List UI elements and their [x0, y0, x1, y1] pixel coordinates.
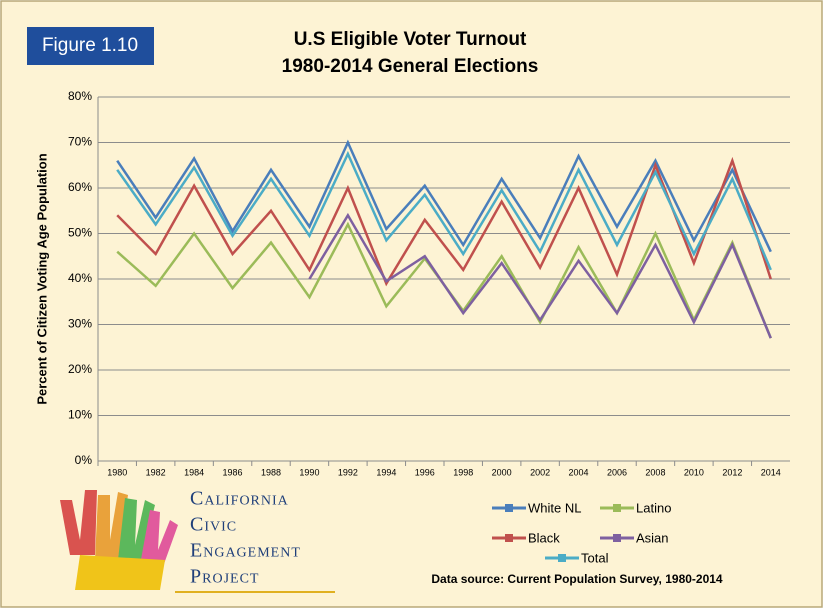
legend-label: White NL — [528, 500, 581, 515]
y-tick-label: 60% — [68, 180, 92, 194]
chart-title: 1980-2014 General Elections — [282, 56, 539, 77]
y-tick-label: 10% — [68, 408, 92, 422]
source-note: Data source: Current Population Survey, … — [431, 572, 723, 586]
logo-text: California — [190, 488, 289, 510]
x-tick-label: 2010 — [684, 467, 704, 477]
y-tick-label: 20% — [68, 362, 92, 376]
legend-marker — [505, 534, 513, 542]
x-tick-label: 1998 — [453, 467, 473, 477]
legend-label: Latino — [636, 500, 671, 515]
y-tick-label: 50% — [68, 226, 92, 240]
x-tick-label: 2008 — [645, 467, 665, 477]
x-tick-label: 1988 — [261, 467, 281, 477]
x-tick-label: 1992 — [338, 467, 358, 477]
page: Figure 1.10 U.S Eligible Voter Turnout 1… — [0, 0, 823, 613]
hand — [75, 555, 165, 590]
legend-marker — [613, 504, 621, 512]
x-tick-label: 2000 — [492, 467, 512, 477]
logo-text: Engagement — [190, 540, 301, 562]
logo-text: Civic — [190, 514, 237, 536]
legend-marker — [505, 504, 513, 512]
y-tick-label: 80% — [68, 89, 92, 103]
legend-label: Black — [528, 530, 560, 545]
legend-marker — [558, 554, 566, 562]
x-tick-label: 1986 — [223, 467, 243, 477]
x-tick-label: 2004 — [569, 467, 589, 477]
logo-text: Project — [190, 566, 259, 588]
chart: Figure 1.10 U.S Eligible Voter Turnout 1… — [0, 0, 823, 608]
y-tick-label: 70% — [68, 135, 92, 149]
y-tick-label: 40% — [68, 271, 92, 285]
legend-label: Asian — [636, 530, 669, 545]
x-tick-label: 2014 — [761, 467, 781, 477]
legend-label: Total — [581, 550, 609, 565]
y-tick-label: 0% — [75, 453, 93, 467]
y-axis-label: Percent of Citizen Voting Age Population — [34, 153, 49, 404]
x-tick-label: 2002 — [530, 467, 550, 477]
chart-title: U.S Eligible Voter Turnout — [294, 29, 527, 50]
x-tick-label: 1980 — [107, 467, 127, 477]
legend-marker — [613, 534, 621, 542]
y-tick-label: 30% — [68, 317, 92, 331]
x-tick-label: 1996 — [415, 467, 435, 477]
x-tick-label: 1982 — [146, 467, 166, 477]
x-tick-label: 2012 — [722, 467, 742, 477]
x-tick-label: 1984 — [184, 467, 204, 477]
x-tick-label: 1990 — [299, 467, 319, 477]
x-tick-label: 2006 — [607, 467, 627, 477]
figure-label: Figure 1.10 — [42, 35, 138, 56]
x-tick-label: 1994 — [376, 467, 396, 477]
